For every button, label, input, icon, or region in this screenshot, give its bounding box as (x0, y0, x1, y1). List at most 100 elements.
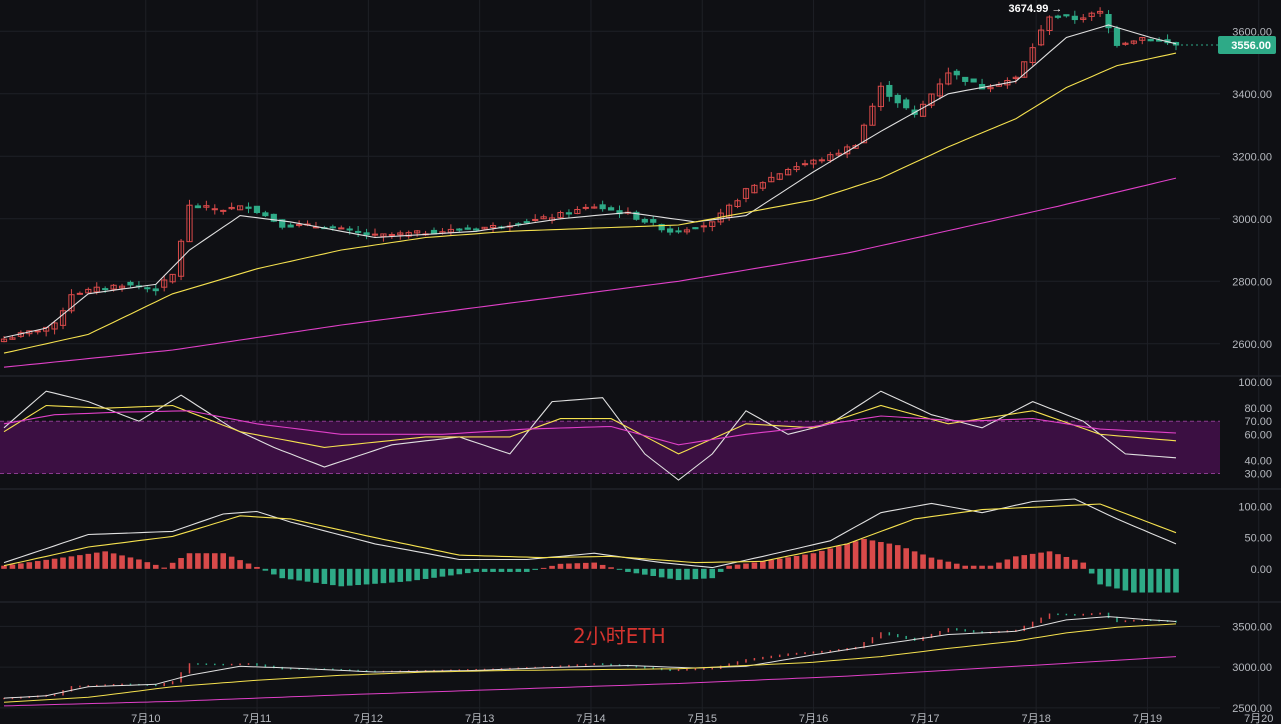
macd-histogram-bar (203, 553, 210, 569)
candle-body (633, 211, 640, 220)
candle-body (1130, 40, 1137, 44)
rsi-line (3, 404, 1177, 455)
macd-histogram-bar (937, 559, 943, 569)
macd-histogram-bar (144, 562, 151, 569)
candle-body (785, 168, 792, 176)
rsi-tick-label: 70.00 (1244, 416, 1272, 428)
candle-body (127, 281, 134, 286)
asset-label: 2小时ETH (573, 624, 666, 648)
macd-histogram-bar (1004, 559, 1011, 569)
time-tick-label: 7月14 (576, 713, 605, 724)
macd-histogram-bar (161, 567, 168, 569)
macd-histogram-bar (987, 565, 994, 569)
macd-histogram-bar (1021, 555, 1028, 569)
macd-histogram-bar (1063, 556, 1070, 569)
candle-body (93, 286, 100, 293)
candle-body (1147, 38, 1154, 42)
candle-body (928, 93, 935, 106)
macd-histogram-bar (903, 548, 909, 569)
candle-body (346, 228, 353, 231)
candle-body (253, 205, 261, 213)
overview-panel[interactable] (3, 612, 1177, 707)
macd-histogram-bar (523, 568, 530, 572)
macd-histogram-bar (953, 563, 960, 569)
macd-histogram-bar (464, 568, 471, 574)
macd-histogram-bar (152, 564, 159, 569)
candle-body (886, 84, 893, 97)
macd-tick-label: 100.00 (1238, 501, 1272, 513)
candle-body (860, 124, 868, 144)
macd-histogram-bar (625, 568, 631, 572)
macd-histogram-bar (894, 545, 901, 569)
macd-histogram-bar (658, 568, 665, 578)
macd-histogram-bar (945, 561, 952, 569)
candle-body (523, 221, 530, 224)
macd-histogram-bar (616, 568, 623, 570)
candle-body (1063, 14, 1070, 17)
macd-histogram-bar (532, 568, 538, 570)
candle-body (245, 206, 252, 209)
macd-histogram-bar (287, 568, 294, 580)
candle-body (102, 288, 109, 291)
candle-body (405, 232, 412, 237)
macd-histogram-bar (684, 568, 690, 580)
candle-body (211, 208, 218, 211)
macd-histogram-bar (77, 555, 83, 569)
candle-body (877, 85, 884, 108)
macd-histogram-bar (68, 556, 75, 569)
overview-ma-line (3, 656, 1177, 707)
candle-body (51, 322, 58, 330)
candle-body (759, 182, 766, 189)
macd-histogram-bar (667, 568, 673, 579)
candle-body (76, 292, 83, 295)
macd-histogram-bar (1, 565, 7, 569)
price-tick-label: 3600.00 (1232, 26, 1272, 38)
macd-histogram-bar (1164, 568, 1171, 593)
macd-histogram-bar (313, 568, 319, 583)
macd-histogram-bar (734, 564, 741, 569)
time-tick-label: 7月13 (465, 713, 494, 724)
time-tick-label: 7月15 (688, 713, 717, 724)
candle-body (903, 99, 910, 109)
candle-body (852, 145, 859, 149)
candle-body (473, 228, 480, 231)
candle-body (574, 209, 581, 214)
high-price-marker: 3674.99 → (1009, 3, 1063, 15)
time-tick-label: 7月17 (910, 713, 939, 724)
macd-histogram-bar (979, 565, 985, 569)
macd-histogram-bar (1173, 568, 1179, 593)
macd-histogram-bar (93, 552, 100, 569)
candle-body (161, 279, 168, 288)
macd-histogram-bar (717, 568, 724, 572)
macd-histogram-bar (1046, 551, 1053, 569)
candle-body (380, 233, 387, 237)
macd-histogram-bar (540, 567, 547, 569)
macd-histogram-bar (1105, 568, 1112, 587)
candle-body (1037, 29, 1045, 46)
macd-panel[interactable] (1, 498, 1179, 593)
macd-histogram-bar (844, 543, 850, 569)
candle-body (287, 224, 294, 228)
macd-histogram-bar (743, 563, 749, 569)
macd-histogram-bar (127, 557, 134, 569)
macd-histogram-bar (228, 556, 235, 569)
macd-histogram-bar (330, 568, 336, 586)
macd-histogram-bar (928, 557, 935, 569)
candle-body (1012, 76, 1019, 80)
macd-histogram-bar (810, 553, 817, 569)
candle-body (599, 204, 606, 210)
candle-body (296, 224, 303, 227)
candle-body (177, 240, 185, 277)
rsi-band (0, 421, 1220, 474)
rsi-panel[interactable] (0, 390, 1220, 481)
price-panel[interactable]: 3674.99 → 3556.00 (0, 3, 1276, 368)
macd-histogram-bar (169, 562, 176, 569)
macd-histogram-bar (237, 560, 243, 569)
macd-histogram-bar (481, 568, 488, 572)
macd-histogram-bar (1012, 556, 1019, 569)
macd-histogram-bar (785, 557, 791, 569)
macd-histogram-bar (776, 558, 783, 569)
